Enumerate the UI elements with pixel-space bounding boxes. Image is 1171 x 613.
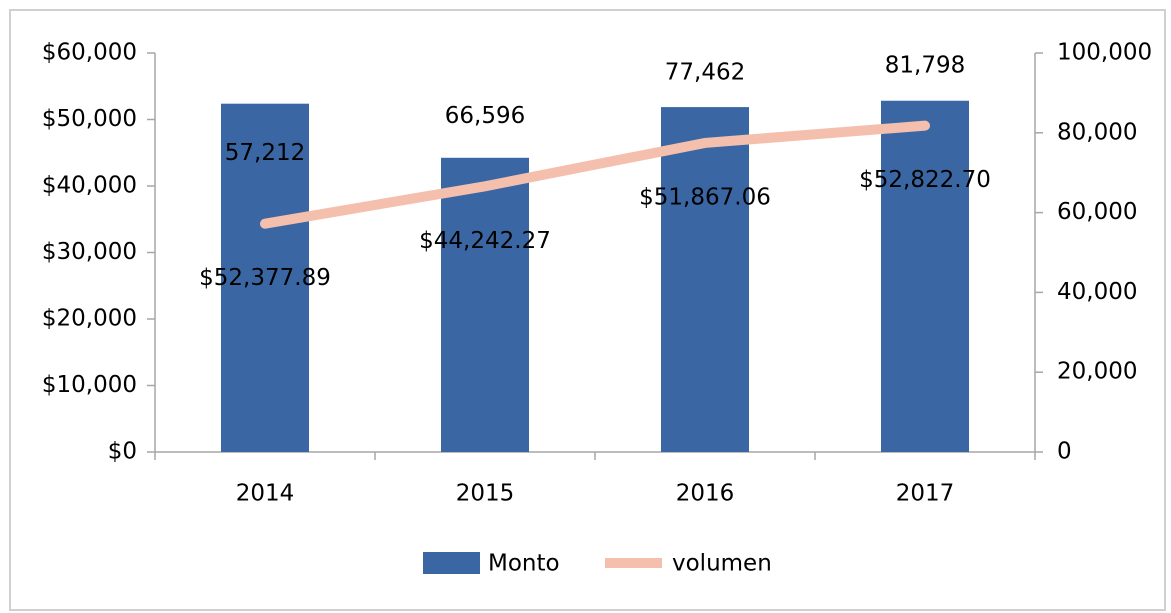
y-tick-label: $60,000 <box>42 40 137 66</box>
line <box>260 120 930 229</box>
chart-frame <box>9 9 1166 611</box>
legend-label: Monto <box>488 551 560 577</box>
line-value-label: 57,212 <box>225 140 305 166</box>
line-value-label: 77,462 <box>665 59 745 85</box>
x-tick-label: 2015 <box>456 481 515 507</box>
y2-tick-label: 100,000 <box>1057 40 1152 66</box>
bar <box>441 157 529 452</box>
bar-value-label: $44,242.27 <box>419 228 551 254</box>
bar <box>221 103 309 452</box>
bar <box>881 100 969 453</box>
x-tick-label: 2016 <box>676 481 735 507</box>
line-value-label: 81,798 <box>885 53 965 79</box>
bar-value-label: $52,377.89 <box>199 265 331 291</box>
y-tick-label: $0 <box>108 439 137 465</box>
y-tick-label: $20,000 <box>42 306 137 332</box>
legend-swatch-bar <box>423 552 480 574</box>
y-tick-label: $40,000 <box>42 173 137 199</box>
bar-value-label: $52,822.70 <box>859 167 991 193</box>
y2-tick-label: 20,000 <box>1057 359 1137 385</box>
y2-tick-label: 0 <box>1057 439 1072 465</box>
x-tick-label: 2017 <box>896 481 955 507</box>
line-value-label: 66,596 <box>445 103 525 129</box>
x-tick-label: 2014 <box>236 481 295 507</box>
bar-value-label: $51,867.06 <box>639 184 771 210</box>
y-tick-label: $50,000 <box>42 106 137 132</box>
y-tick-label: $30,000 <box>42 239 137 265</box>
y-tick-label: $10,000 <box>42 372 137 398</box>
y2-tick-label: 60,000 <box>1057 199 1137 225</box>
y2-tick-label: 80,000 <box>1057 119 1137 145</box>
legend-label: volumen <box>672 551 772 577</box>
y2-tick-label: 40,000 <box>1057 279 1137 305</box>
bar <box>661 107 749 453</box>
